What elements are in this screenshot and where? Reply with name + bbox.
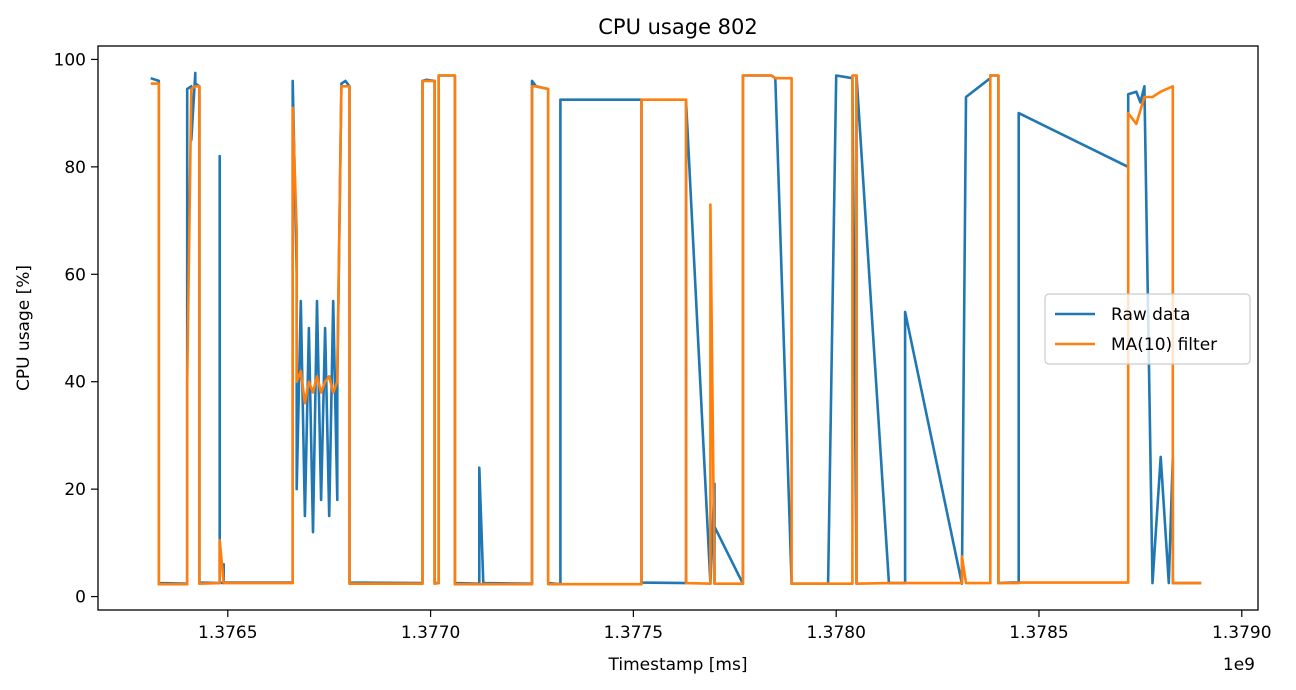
chart-title: CPU usage 802 [598,15,758,39]
x-tick-label: 1.3765 [198,623,257,643]
legend-box [1044,293,1251,365]
series-layer [150,71,1202,586]
legend-label: MA(10) filter [1111,335,1217,355]
x-tick-label: 1.3785 [1009,623,1068,643]
x-tick-label: 1.3770 [401,623,460,643]
y-tick-label: 80 [64,158,86,178]
y-axis-label: CPU usage [%] [14,265,34,391]
series-line-ma10-filter [150,74,1202,586]
x-tick-label: 1.3790 [1212,623,1271,643]
plot-area [97,45,1259,611]
x-tick-label: 1.3780 [806,623,865,643]
y-tick-label: 40 [64,373,86,393]
x-axis: 1.3765 1.3770 1.3775 1.3780 1.3785 1.3790 [198,610,1272,643]
x-axis-offset-label: 1e9 [1223,655,1255,675]
x-tick-label: 1.3775 [604,623,663,643]
y-tick-label: 20 [64,480,86,500]
legend: Raw data MA(10) filter [1044,293,1251,365]
y-tick-label: 100 [54,50,86,70]
legend-label: Raw data [1111,305,1190,325]
y-tick-label: 0 [75,588,86,608]
y-tick-label: 60 [64,265,86,285]
x-axis-label: Timestamp [ms] [608,655,748,675]
axes-frame [97,45,1259,611]
y-axis: 0 20 40 60 80 100 [54,50,98,608]
